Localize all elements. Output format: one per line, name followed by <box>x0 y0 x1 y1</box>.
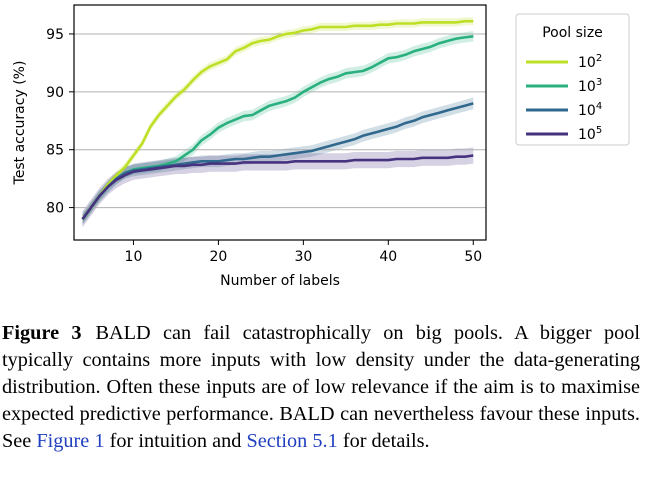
grid-lines <box>74 33 486 209</box>
legend-label: 104 <box>578 101 602 119</box>
y-axis-label: Test accuracy (%) <box>12 61 28 186</box>
line-chart: 10 20 30 40 50 80 85 90 95 Number of labels Test… <box>12 4 630 289</box>
figure-caption: Figure 3 BALD can fail catastrophically o… <box>2 320 640 455</box>
legend-entry-10-2: 102 <box>526 53 602 71</box>
legend-label: 103 <box>578 77 602 95</box>
section-5-1-link[interactable]: Section 5.1 <box>246 430 338 452</box>
x-tick-label-20: 20 <box>209 249 227 265</box>
x-tick-label-40: 40 <box>379 249 397 265</box>
series-band-10-5 <box>82 147 474 228</box>
caption-label: Figure 3 <box>2 322 82 344</box>
x-tick-label-10: 10 <box>125 249 143 265</box>
legend-entries: 102 103 104 105 <box>526 53 602 143</box>
series-line-10-2 <box>81 19 474 220</box>
series-band-10-3 <box>82 31 474 225</box>
figure-1-link[interactable]: Figure 1 <box>36 430 105 452</box>
legend-entry-10-3: 103 <box>526 77 602 95</box>
caption-text-2: for in­tuition and <box>104 430 247 452</box>
legend-entry-10-5: 105 <box>526 125 602 143</box>
plot-frame <box>73 4 487 241</box>
series-lines <box>81 19 474 220</box>
figure: 10 20 30 40 50 80 85 90 95 Number of labels Test… <box>12 4 630 289</box>
series-line-10-3 <box>81 35 474 220</box>
confidence-bands <box>82 17 474 228</box>
x-tick-label-30: 30 <box>294 249 312 265</box>
legend-label: 102 <box>578 53 602 71</box>
legend: Pool size 102 103 104 105 <box>515 13 630 146</box>
legend-box <box>515 13 630 146</box>
caption-text-3: for details. <box>337 430 430 452</box>
x-tick-label-50: 50 <box>464 249 482 265</box>
y-tick-label-90: 90 <box>46 85 64 101</box>
caption-text-1: BALD can fail catastrophically on big po… <box>2 322 640 452</box>
series-line-10-5 <box>81 154 474 220</box>
x-axis-label: Number of labels <box>220 273 340 289</box>
legend-label: 105 <box>578 125 602 143</box>
y-tick-label-85: 85 <box>46 143 64 159</box>
legend-title: Pool size <box>542 25 603 41</box>
legend-entry-10-4: 104 <box>526 101 602 119</box>
y-tick-label-80: 80 <box>46 201 64 217</box>
y-tick-label-95: 95 <box>46 27 64 43</box>
axis-ticks: 10 20 30 40 50 80 85 90 95 <box>46 27 482 265</box>
